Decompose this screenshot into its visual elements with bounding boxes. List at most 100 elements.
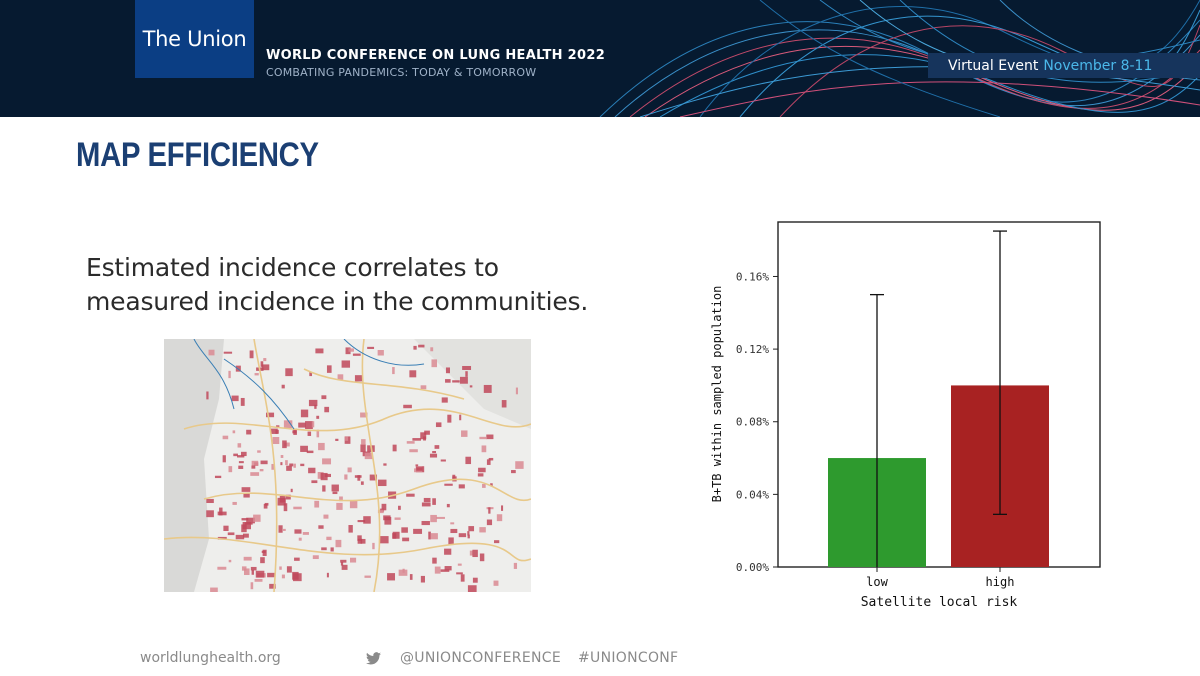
map-risk-patch [488, 507, 491, 514]
map-risk-patch [459, 376, 468, 384]
map-risk-patch [235, 534, 245, 540]
map-risk-patch [429, 453, 438, 458]
map-risk-patch [430, 347, 434, 352]
the-union-logo: The Union [135, 0, 254, 78]
map-risk-patch [367, 346, 375, 349]
map-risk-patch [314, 404, 317, 409]
map-risk-patch [420, 385, 427, 390]
map-risk-patch [237, 443, 242, 448]
map-risk-patch [208, 349, 215, 356]
map-risk-patch [282, 440, 287, 449]
map-risk-patch [511, 470, 516, 474]
map-risk-patch [249, 350, 254, 359]
map-risk-patch [283, 503, 288, 512]
map-risk-patch [483, 384, 492, 393]
footer-website[interactable]: worldlunghealth.org [140, 650, 281, 666]
map-risk-patch [424, 430, 430, 435]
map-risk-patch [418, 344, 425, 348]
map-risk-patch [270, 428, 278, 434]
map-risk-patch [293, 463, 296, 468]
map-risk-patch [409, 449, 418, 453]
map-risk-patch [468, 526, 475, 532]
map-risk-patch [292, 573, 302, 582]
map-risk-patch [434, 445, 440, 449]
map-risk-patch [253, 514, 261, 522]
map-risk-patch [340, 561, 344, 566]
map-risk-patch [228, 559, 232, 563]
map-risk-patch [242, 522, 251, 530]
map-risk-patch [406, 493, 415, 497]
map-risk-patch [447, 414, 452, 423]
footer-twitter-handle[interactable]: @UNIONCONFERENCE [400, 650, 561, 666]
map-risk-patch [318, 525, 324, 529]
twitter-bird-icon[interactable] [366, 652, 381, 665]
map-risk-patch [318, 442, 325, 451]
map-risk-patch [246, 429, 252, 435]
map-risk-patch [364, 575, 371, 578]
map-risk-patch [285, 368, 293, 377]
map-risk-patch [240, 451, 247, 457]
map-risk-patch [217, 511, 227, 516]
map-risk-patch [488, 457, 494, 461]
map-risk-patch [251, 460, 259, 466]
map-risk-patch [331, 484, 339, 492]
map-risk-patch [237, 455, 245, 458]
map-risk-patch [250, 566, 257, 571]
map-risk-patch [222, 455, 226, 463]
map-risk-patch [446, 503, 450, 508]
map-risk-patch [398, 569, 408, 576]
map-risk-patch [361, 439, 366, 445]
map-risk-patch [284, 442, 290, 447]
map-risk-patch [276, 425, 280, 428]
map-risk-patch [294, 557, 300, 561]
map-risk-patch [467, 585, 477, 592]
map-risk-patch [330, 547, 334, 552]
map-risk-patch [321, 395, 327, 400]
map-risk-patch [477, 473, 484, 477]
footer-hashtag[interactable]: #UNIONCONF [578, 650, 679, 666]
map-risk-patch [486, 434, 494, 440]
map-risk-patch [223, 525, 229, 532]
map-risk-patch [452, 380, 460, 383]
map-risk-patch [341, 564, 348, 570]
map-risk-patch [467, 534, 470, 539]
map-risk-patch [316, 429, 320, 438]
map-risk-patch [314, 500, 320, 508]
map-risk-patch [219, 507, 223, 516]
map-risk-patch [479, 527, 486, 533]
map-risk-patch [233, 453, 238, 457]
map-risk-patch [360, 412, 368, 418]
map-risk-patch [269, 583, 276, 589]
map-risk-patch [255, 570, 265, 578]
map-risk-patch [465, 456, 472, 465]
map-risk-patch [242, 533, 249, 538]
map-risk-patch [383, 515, 391, 521]
map-risk-patch [285, 494, 291, 500]
map-risk-patch [441, 397, 448, 403]
map-risk-patch [416, 467, 423, 471]
y-tick-label: 0.12% [736, 343, 769, 356]
map-risk-patch [423, 436, 427, 441]
map-risk-patch [402, 537, 410, 542]
map-risk-patch [340, 559, 347, 563]
map-risk-patch [266, 412, 275, 418]
map-risk-patch [316, 415, 320, 419]
map-risk-patch [444, 548, 452, 555]
map-risk-patch [240, 397, 245, 406]
map-risk-patch [335, 539, 342, 548]
map-risk-patch [263, 504, 268, 509]
map-risk-patch [465, 371, 468, 377]
map-risk-patch [344, 474, 348, 480]
map-risk-patch [307, 431, 312, 436]
body-line-2: measured incidence in the communities. [86, 287, 589, 316]
map-risk-patch [321, 547, 327, 551]
map-risk-patch [448, 537, 454, 545]
map-risk-patch [283, 420, 293, 429]
map-risk-patch [440, 459, 446, 462]
map-risk-patch [206, 391, 209, 400]
map-risk-patch [409, 370, 417, 378]
y-tick-label: 0.16% [736, 270, 769, 283]
map-risk-patch [323, 514, 329, 519]
map-risk-patch [272, 436, 280, 445]
map-risk-patch [450, 522, 455, 525]
